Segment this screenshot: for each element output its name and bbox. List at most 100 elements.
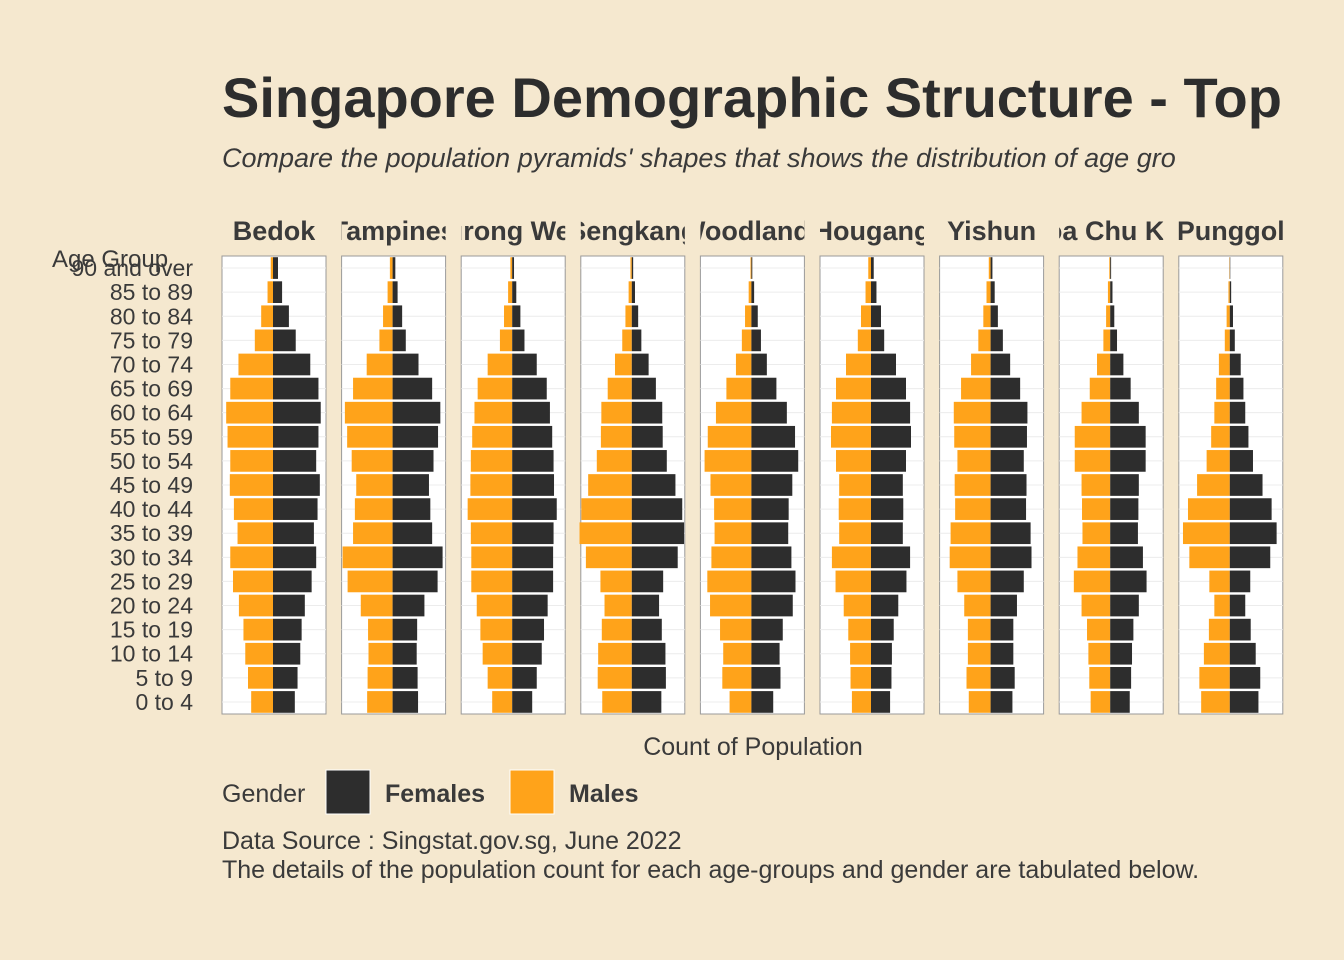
bar-males bbox=[1107, 281, 1111, 304]
bar-females bbox=[512, 377, 547, 400]
legend-label-females: Females bbox=[385, 780, 485, 808]
y-tick-label: 5 to 9 bbox=[135, 665, 193, 691]
bar-males bbox=[1082, 522, 1111, 545]
bar-males bbox=[722, 666, 752, 689]
bar-males bbox=[480, 618, 513, 641]
bar-females bbox=[273, 691, 295, 713]
bar-males bbox=[838, 498, 871, 520]
bar-females bbox=[871, 691, 891, 713]
bar-females bbox=[990, 570, 1024, 593]
panel-strip-label: Hougang bbox=[814, 216, 931, 246]
legend-key-females bbox=[325, 769, 371, 815]
legend-key-males bbox=[509, 769, 555, 815]
bar-females bbox=[273, 498, 318, 520]
bar-males bbox=[353, 522, 393, 545]
bar-males bbox=[729, 691, 752, 713]
bar-females bbox=[1110, 618, 1134, 641]
bar-females bbox=[1110, 498, 1139, 520]
bar-males bbox=[1074, 450, 1111, 472]
bar-males bbox=[487, 666, 513, 689]
bar-females bbox=[990, 257, 993, 279]
bar-males bbox=[342, 546, 393, 569]
bar-females bbox=[273, 474, 320, 496]
bar-males bbox=[347, 425, 393, 448]
y-tick-label: 15 to 19 bbox=[110, 617, 193, 643]
y-tick-label: 50 to 54 bbox=[110, 448, 193, 474]
bar-males bbox=[848, 618, 871, 641]
bar-males bbox=[831, 401, 871, 424]
bar-females bbox=[631, 425, 663, 448]
bar-females bbox=[631, 570, 664, 593]
bar-males bbox=[968, 691, 991, 713]
bar-females bbox=[1229, 594, 1246, 617]
bar-females bbox=[1229, 425, 1249, 448]
bar-females bbox=[273, 257, 278, 279]
panel-strip-label: Punggol bbox=[1177, 216, 1285, 246]
bar-males bbox=[843, 594, 871, 617]
bar-females bbox=[512, 353, 537, 376]
bar-males bbox=[470, 450, 513, 472]
panel-strip-label: Bedok bbox=[233, 216, 317, 246]
bar-males bbox=[1103, 329, 1111, 352]
bar-females bbox=[631, 281, 635, 304]
bar-males bbox=[839, 522, 871, 545]
bar-males bbox=[1199, 666, 1230, 689]
bar-females bbox=[512, 594, 548, 617]
chart-subtitle: Compare the population pyramids' shapes … bbox=[222, 143, 1176, 173]
bar-females bbox=[1229, 498, 1272, 520]
y-tick-label: 45 to 49 bbox=[110, 472, 193, 498]
bar-females bbox=[392, 257, 396, 279]
bar-males bbox=[367, 666, 393, 689]
bar-females bbox=[751, 618, 783, 641]
y-tick-label: 35 to 39 bbox=[110, 520, 193, 546]
bar-males bbox=[607, 377, 632, 400]
bar-females bbox=[1229, 401, 1246, 424]
bar-males bbox=[230, 450, 273, 472]
bar-females bbox=[871, 642, 892, 665]
bar-males bbox=[368, 642, 393, 665]
legend-label-males: Males bbox=[569, 780, 638, 808]
bar-males bbox=[470, 474, 513, 496]
bar-females bbox=[871, 546, 911, 569]
bar-females bbox=[512, 401, 550, 424]
bar-males bbox=[1208, 618, 1230, 641]
bar-females bbox=[871, 522, 903, 545]
bar-males bbox=[230, 546, 273, 569]
bar-females bbox=[751, 305, 758, 328]
y-tick-label: 65 to 69 bbox=[110, 376, 193, 402]
y-tick-label: 0 to 4 bbox=[135, 689, 193, 715]
bar-females bbox=[512, 425, 553, 448]
bar-females bbox=[392, 618, 418, 641]
bar-females bbox=[273, 377, 319, 400]
bar-males bbox=[1214, 401, 1230, 424]
bar-females bbox=[990, 498, 1027, 520]
bar-females bbox=[392, 498, 431, 520]
bar-females bbox=[1229, 353, 1241, 376]
bar-males bbox=[1201, 691, 1230, 713]
bar-females bbox=[871, 353, 896, 376]
bar-males bbox=[1228, 281, 1230, 304]
bar-females bbox=[871, 474, 903, 496]
bar-males bbox=[472, 425, 513, 448]
caption-details: The details of the population count for … bbox=[222, 856, 1200, 884]
bar-males bbox=[954, 474, 991, 496]
bar-females bbox=[512, 546, 554, 569]
bar-females bbox=[392, 377, 433, 400]
bar-males bbox=[715, 401, 752, 424]
bar-males bbox=[1073, 570, 1111, 593]
y-tick-label: 75 to 79 bbox=[110, 327, 193, 353]
bar-females bbox=[990, 691, 1013, 713]
bar-females bbox=[631, 377, 656, 400]
bar-females bbox=[990, 329, 1003, 352]
bar-females bbox=[392, 353, 419, 376]
bar-females bbox=[990, 450, 1024, 472]
bar-females bbox=[1110, 522, 1138, 545]
bar-females bbox=[990, 642, 1014, 665]
bar-females bbox=[273, 618, 302, 641]
bar-males bbox=[579, 522, 632, 545]
bar-females bbox=[1110, 546, 1143, 569]
bar-females bbox=[751, 691, 774, 713]
bar-males bbox=[602, 691, 632, 713]
bar-females bbox=[273, 329, 296, 352]
bar-males bbox=[750, 257, 752, 279]
